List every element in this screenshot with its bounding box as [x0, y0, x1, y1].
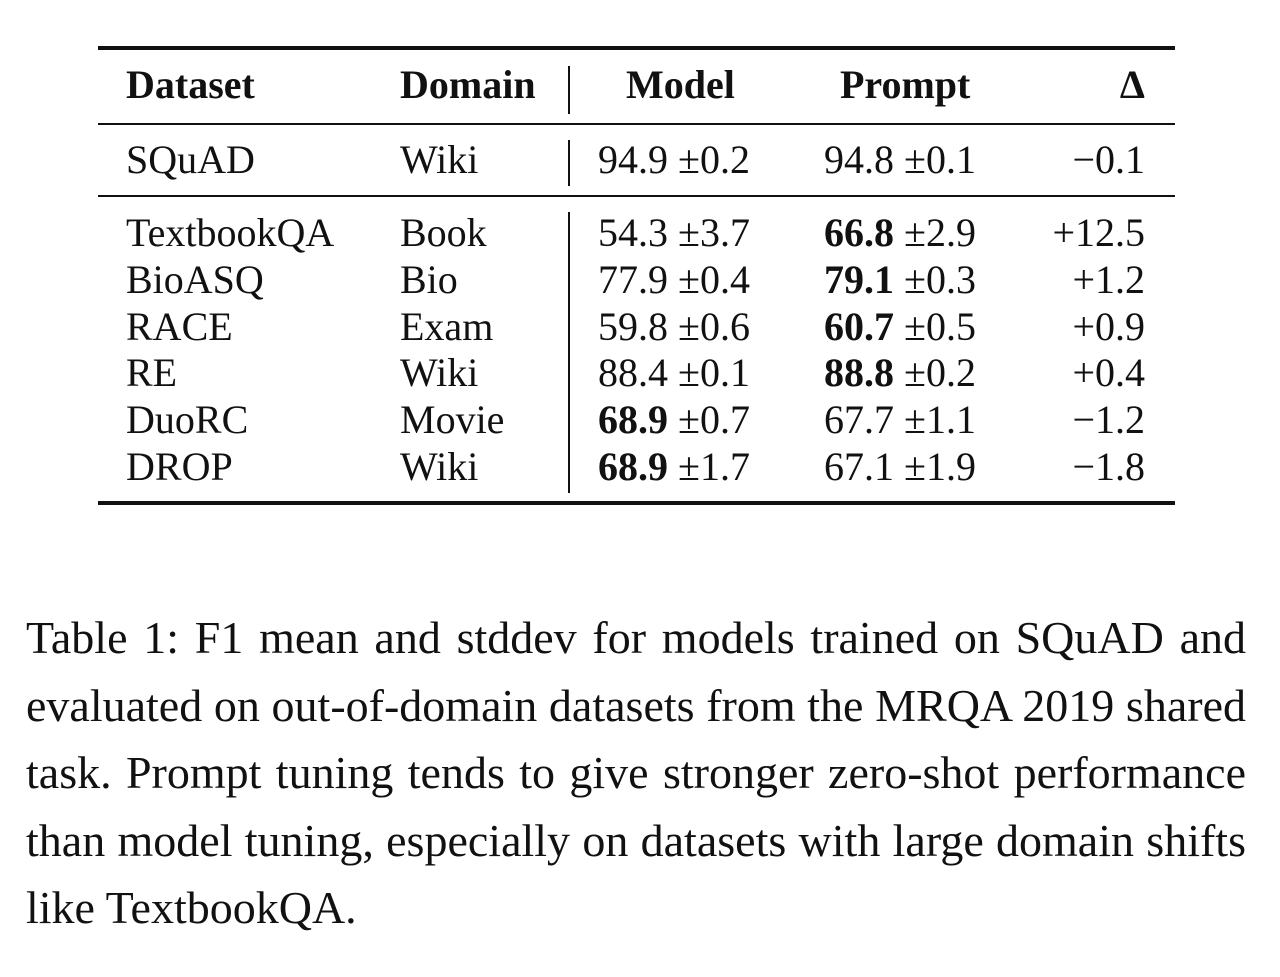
prompt-mean: 67.1 — [824, 443, 894, 489]
cell-model: 68.9 ±0.7 — [598, 397, 750, 444]
cell-model: 54.3 ±3.7 — [598, 210, 750, 257]
cell-prompt: 66.8 ±2.9 — [824, 210, 976, 257]
table-row-squad: SQuAD Wiki 94.9 ±0.2 94.8 ±0.1 −0.1 — [98, 137, 1175, 183]
prompt-mean: 60.7 — [824, 303, 894, 349]
prompt-mean: 66.8 — [824, 210, 894, 255]
bottom-rule — [98, 501, 1175, 505]
prompt-stddev: ±1.9 — [904, 443, 976, 489]
prompt-stddev: ±1.1 — [904, 397, 976, 443]
table-row: DuoRC Movie 68.9 ±0.7 67.7 ±1.1 −1.2 — [98, 397, 1175, 444]
prompt-stddev: ±2.9 — [904, 210, 976, 255]
model-stddev: ±0.4 — [678, 256, 750, 302]
model-mean: 68.9 — [598, 397, 668, 443]
model-mean: 68.9 — [598, 443, 668, 489]
cell-prompt: 67.1 ±1.9 — [824, 444, 976, 491]
header-domain: Domain — [400, 62, 536, 107]
header-prompt: Prompt — [840, 62, 971, 107]
prompt-mean: 94.8 — [824, 137, 894, 182]
header-rule — [98, 123, 1175, 125]
cell-domain: Wiki — [400, 137, 479, 182]
cell-prompt: 94.8 ±0.1 — [824, 137, 976, 183]
table-caption: Table 1: F1 mean and stddev for models t… — [26, 612, 1246, 933]
cell-model: 77.9 ±0.4 — [598, 257, 750, 304]
prompt-stddev: ±0.3 — [904, 256, 976, 302]
cell-delta: +0.4 — [1072, 350, 1145, 396]
table-row: RE Wiki 88.4 ±0.1 88.8 ±0.2 +0.4 — [98, 350, 1175, 397]
cell-model: 59.8 ±0.6 — [598, 304, 750, 351]
cell-dataset: DuoRC — [126, 397, 249, 443]
cell-domain: Wiki — [400, 443, 479, 489]
cell-model: 68.9 ±1.7 — [598, 444, 750, 491]
header-model: Model — [626, 62, 735, 107]
table-row: BioASQ Bio 77.9 ±0.4 79.1 ±0.3 +1.2 — [98, 257, 1175, 304]
cell-domain: Movie — [400, 397, 505, 443]
column-separator — [568, 66, 570, 114]
prompt-stddev: ±0.2 — [904, 350, 976, 396]
cell-delta: +1.2 — [1072, 256, 1145, 302]
model-stddev: ±0.7 — [678, 397, 750, 443]
cell-delta: +12.5 — [1052, 210, 1145, 255]
cell-dataset: DROP — [126, 443, 233, 489]
cell-domain: Book — [400, 210, 487, 255]
table-body: TextbookQA Book 54.3 ±3.7 66.8 ±2.9 +12.… — [98, 210, 1175, 491]
table-row: TextbookQA Book 54.3 ±3.7 66.8 ±2.9 +12.… — [98, 210, 1175, 257]
cell-delta: −1.8 — [1072, 443, 1145, 489]
model-stddev: ±1.7 — [678, 443, 750, 489]
cell-delta: −0.1 — [1072, 137, 1145, 182]
cell-domain: Bio — [400, 256, 458, 302]
prompt-stddev: ±0.1 — [904, 137, 976, 182]
model-mean: 77.9 — [598, 256, 668, 302]
cell-prompt: 88.8 ±0.2 — [824, 350, 976, 397]
cell-domain: Exam — [400, 303, 494, 349]
results-table: Dataset Domain Model Prompt Δ SQuAD Wiki… — [98, 46, 1175, 508]
cell-dataset: RE — [126, 350, 178, 396]
model-mean: 94.9 — [598, 137, 668, 182]
cell-dataset: TextbookQA — [126, 210, 335, 255]
model-stddev: ±0.6 — [678, 303, 750, 349]
model-mean: 54.3 — [598, 210, 668, 255]
prompt-stddev: ±0.5 — [904, 303, 976, 349]
table-row: RACE Exam 59.8 ±0.6 60.7 ±0.5 +0.9 — [98, 304, 1175, 351]
cell-delta: +0.9 — [1072, 303, 1145, 349]
table-header-row: Dataset Domain Model Prompt Δ — [98, 62, 1175, 108]
column-separator — [568, 140, 570, 186]
squad-rule — [98, 195, 1175, 197]
model-mean: 88.4 — [598, 350, 668, 396]
prompt-mean: 79.1 — [824, 256, 894, 302]
cell-dataset: SQuAD — [126, 137, 255, 182]
top-rule — [98, 46, 1175, 50]
cell-prompt: 67.7 ±1.1 — [824, 397, 976, 444]
cell-prompt: 60.7 ±0.5 — [824, 304, 976, 351]
cell-model: 88.4 ±0.1 — [598, 350, 750, 397]
prompt-mean: 88.8 — [824, 350, 894, 396]
cell-delta: −1.2 — [1072, 397, 1145, 443]
cell-dataset: BioASQ — [126, 256, 264, 302]
cell-dataset: RACE — [126, 303, 233, 349]
cell-domain: Wiki — [400, 350, 479, 396]
header-delta: Δ — [1119, 62, 1145, 107]
header-dataset: Dataset — [126, 62, 255, 107]
cell-model: 94.9 ±0.2 — [598, 137, 750, 183]
table-row: DROP Wiki 68.9 ±1.7 67.1 ±1.9 −1.8 — [98, 444, 1175, 491]
model-stddev: ±0.2 — [678, 137, 750, 182]
model-mean: 59.8 — [598, 303, 668, 349]
model-stddev: ±3.7 — [678, 210, 750, 255]
column-separator — [568, 212, 570, 493]
cell-prompt: 79.1 ±0.3 — [824, 257, 976, 304]
prompt-mean: 67.7 — [824, 397, 894, 443]
model-stddev: ±0.1 — [678, 350, 750, 396]
